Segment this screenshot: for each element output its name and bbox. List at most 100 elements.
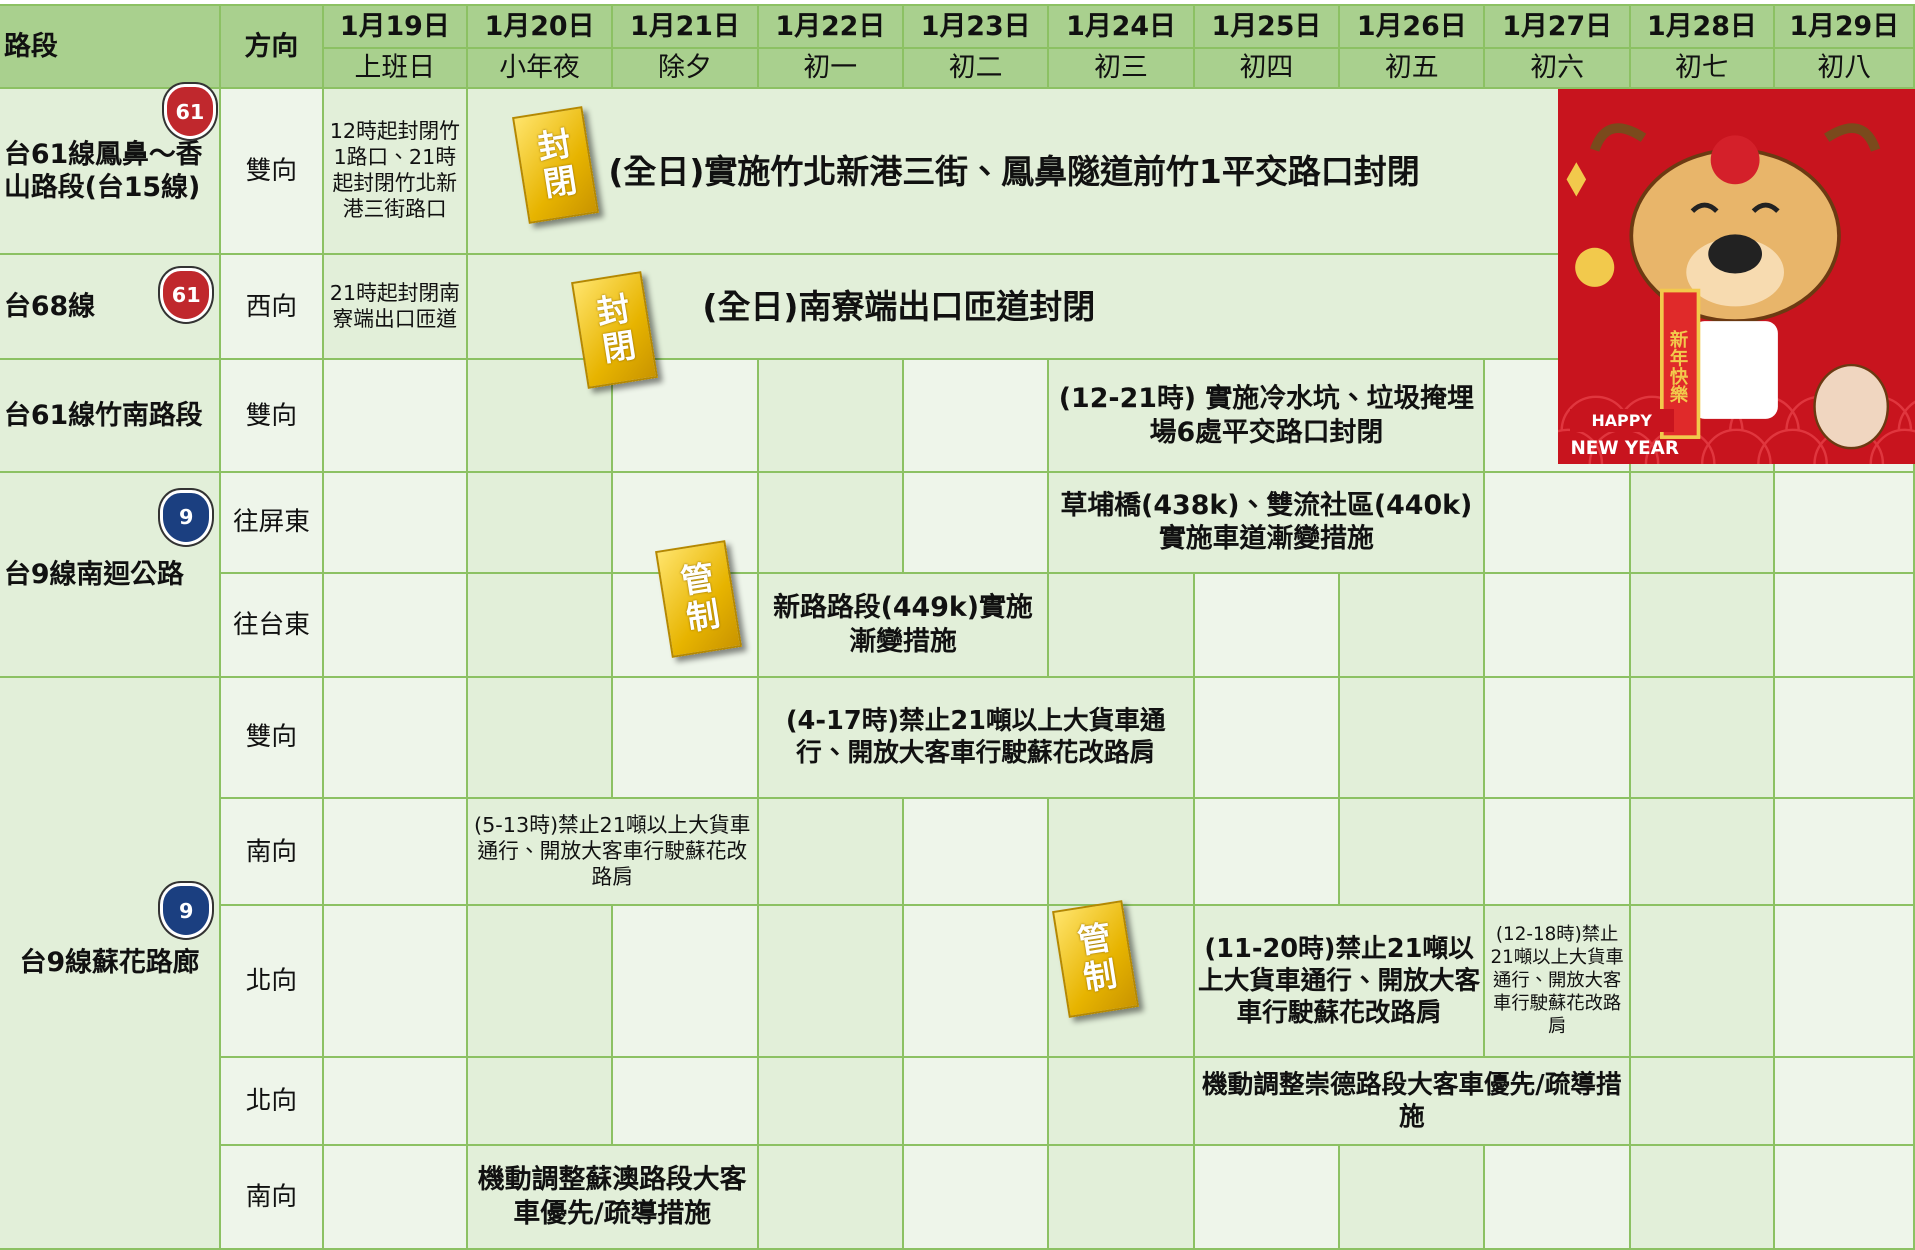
- header-date: 1月27日: [1485, 6, 1631, 49]
- empty-cell: [323, 798, 468, 907]
- empty-cell: [1340, 1145, 1486, 1250]
- header-day: 小年夜: [467, 48, 614, 90]
- empty-cell: [758, 906, 904, 1058]
- empty-cell: [1774, 798, 1915, 907]
- empty-cell: [903, 360, 1050, 473]
- direction: 往台東: [221, 574, 324, 678]
- direction: 雙向: [221, 89, 324, 256]
- empty-cell: [467, 906, 614, 1058]
- empty-cell: [1340, 798, 1486, 907]
- empty-cell: [1340, 574, 1486, 678]
- empty-cell: [758, 1145, 904, 1250]
- route-badge: 61: [160, 267, 213, 323]
- empty-cell: [323, 472, 468, 575]
- header-date: 1月23日: [903, 6, 1050, 49]
- header-date: 1月21日: [613, 6, 759, 49]
- header-day: 初一: [758, 48, 904, 90]
- empty-cell: [467, 472, 614, 575]
- section-name: 台9線南迴公路: [0, 472, 222, 678]
- empty-cell: [1485, 798, 1631, 907]
- empty-cell: [758, 798, 904, 907]
- direction: 北向: [221, 906, 324, 1058]
- direction: 雙向: [221, 360, 324, 473]
- empty-cell: [1774, 1057, 1915, 1146]
- card-text: 新年快樂: [1667, 329, 1689, 404]
- route-badge: 61: [163, 84, 217, 140]
- empty-cell: [903, 1145, 1050, 1250]
- empty-cell: [467, 574, 614, 678]
- empty-cell: [903, 906, 1050, 1058]
- empty-cell: [758, 1057, 904, 1146]
- direction: 雙向: [221, 677, 324, 799]
- empty-cell: [1485, 1145, 1631, 1250]
- direction: 往屏東: [221, 472, 324, 575]
- empty-cell: [323, 677, 468, 799]
- empty-cell: [758, 360, 904, 473]
- header-direction: 方向: [221, 6, 324, 90]
- header-date: 1月26日: [1340, 6, 1486, 49]
- header-date: 1月19日: [323, 6, 468, 49]
- empty-cell: [1630, 906, 1775, 1058]
- empty-cell: [613, 677, 759, 799]
- direction: 西向: [221, 255, 324, 361]
- empty-cell: [1630, 798, 1775, 907]
- direction: 南向: [221, 798, 324, 907]
- header-day: 除夕: [613, 48, 759, 90]
- empty-cell: [613, 906, 759, 1058]
- event-cell: 新路路段(449k)實施漸變措施: [758, 574, 1050, 678]
- empty-cell: [1485, 677, 1631, 799]
- greeting-card: [1557, 89, 1915, 465]
- empty-cell: [1630, 1057, 1775, 1146]
- top-strip: [0, 0, 1915, 7]
- banner-bottom: NEW YEAR: [1570, 438, 1679, 460]
- route-badge: 9: [160, 883, 213, 939]
- header-date: 1月28日: [1630, 6, 1775, 49]
- section-name: 台61線竹南路段: [0, 360, 222, 473]
- route-badge: 9: [160, 489, 213, 545]
- empty-cell: [1630, 1145, 1775, 1250]
- header-date: 1月24日: [1049, 6, 1195, 49]
- header-day: 初五: [1340, 48, 1486, 90]
- empty-cell: [1194, 1145, 1341, 1250]
- empty-cell: [323, 574, 468, 678]
- header-date: 1月20日: [467, 6, 614, 49]
- event-cell: (11-20時)禁止21噸以上大貨車通行、開放大客車行駛蘇花改路肩: [1194, 906, 1486, 1058]
- empty-cell: [613, 1057, 759, 1146]
- empty-cell: [1774, 472, 1915, 575]
- header-day: 初八: [1774, 48, 1915, 90]
- empty-cell: [467, 1057, 614, 1146]
- header-date: 1月29日: [1774, 6, 1915, 49]
- event-cell: 12時起封閉竹1路口、21時起封閉竹北新港三街路口: [323, 89, 468, 256]
- event-cell: (12-18時)禁止21噸以上大貨車通行、開放大客車行駛蘇花改路肩: [1485, 906, 1631, 1058]
- empty-cell: [1485, 472, 1631, 575]
- empty-cell: [1774, 574, 1915, 678]
- empty-cell: [1630, 574, 1775, 678]
- header-section: 路段: [0, 6, 222, 90]
- section-name: 台9線蘇花路廊: [0, 677, 222, 1250]
- empty-cell: [1049, 574, 1195, 678]
- header-day: 上班日: [323, 48, 468, 90]
- empty-cell: [1049, 1057, 1195, 1146]
- header-day: 初三: [1049, 48, 1195, 90]
- empty-cell: [1774, 677, 1915, 799]
- event-cell: 機動調整蘇澳路段大客車優先/疏導措施: [467, 1145, 759, 1250]
- header-day: 初四: [1194, 48, 1341, 90]
- empty-cell: [903, 798, 1050, 907]
- empty-cell: [1630, 677, 1775, 799]
- empty-cell: [323, 360, 468, 473]
- header-day: 初二: [903, 48, 1050, 90]
- direction: 北向: [221, 1057, 324, 1146]
- empty-cell: [903, 1057, 1050, 1146]
- empty-cell: [323, 906, 468, 1058]
- event-cell: (12-21時) 實施冷水坑、垃圾掩埋場6處平交路口封閉: [1049, 360, 1486, 473]
- empty-cell: [1630, 472, 1775, 575]
- empty-cell: [1774, 906, 1915, 1058]
- card-art: [1557, 123, 1915, 465]
- empty-cell: [1049, 798, 1195, 907]
- empty-cell: [1194, 798, 1341, 907]
- empty-cell: [323, 1057, 468, 1146]
- empty-cell: [1194, 574, 1341, 678]
- empty-cell: [1774, 1145, 1915, 1250]
- empty-cell: [323, 1145, 468, 1250]
- header-date: 1月25日: [1194, 6, 1341, 49]
